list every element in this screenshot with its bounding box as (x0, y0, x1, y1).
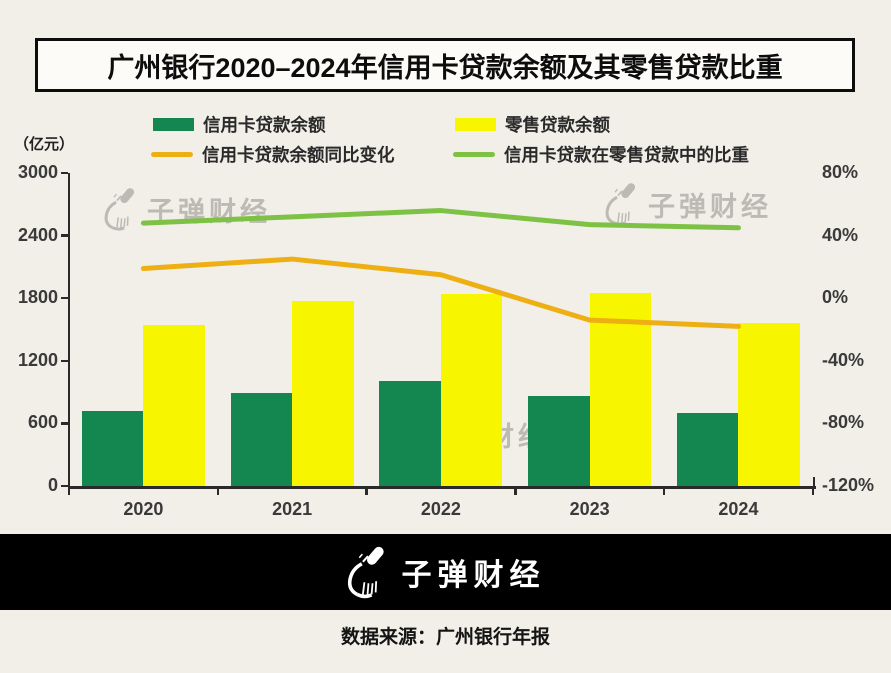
legend-line-orange (151, 151, 193, 157)
y-axis-tick-mark (61, 359, 68, 363)
legend-swatch-green (153, 117, 194, 131)
watermark-text: 子弹财经 (648, 191, 772, 222)
x-axis-tick-mark (365, 488, 368, 495)
x-axis-label: 2021 (272, 499, 313, 519)
y-axis-tick-mark (61, 296, 68, 300)
data-source-note: 数据来源：广州银行年报 (340, 627, 550, 648)
y-axis-line (67, 173, 70, 488)
x-axis-tick-mark (216, 488, 220, 495)
x-axis-tick-mark (811, 488, 815, 495)
bar-credit-card-2022 (379, 380, 441, 486)
x-axis-label: 2022 (420, 499, 461, 519)
y-axis-tick-mark (61, 171, 68, 175)
secondary-axis-tick-label: 40% (822, 224, 859, 245)
legend-item-credit-card-balance: 信用卡贷款余额 (153, 114, 326, 135)
x-axis-end-tick (812, 477, 815, 487)
y-axis-tick-label: 1800 (17, 287, 58, 308)
y-axis-tick-label: 1200 (17, 349, 58, 370)
y-axis-tick-label: 600 (27, 412, 58, 433)
watermark: 子弹财经 (604, 181, 772, 227)
y-axis-tick-label: 3000 (17, 162, 58, 182)
secondary-axis-tick-label: -120% (822, 475, 875, 495)
legend-item-ratio: 信用卡贷款在零售贷款中的比重 (453, 144, 749, 165)
chart-title-box: 广州银行2020–2024年信用卡贷款余额及其零售贷款比重 (35, 38, 855, 92)
x-axis-label: 2023 (569, 499, 610, 519)
secondary-axis-tick-label: -40% (822, 349, 865, 370)
y-axis-tick-mark (61, 422, 68, 425)
legend-item-retail-balance: 零售贷款余额 (455, 114, 610, 135)
legend-swatch-yellow (455, 117, 496, 131)
legend-line-green (453, 151, 495, 157)
legend-label: 信用卡贷款余额同比变化 (202, 144, 395, 165)
y-axis-tick-label: 0 (47, 475, 58, 495)
y-axis-tick-mark (61, 484, 68, 488)
bar-retail-2021 (292, 300, 354, 486)
bar-credit-card-2020 (81, 411, 144, 486)
line-信用卡贷款余额同比变化 (140, 256, 741, 329)
line-series-overlay (140, 208, 741, 329)
bar-retail-2023 (589, 292, 652, 486)
bar-credit-card-2021 (230, 393, 293, 486)
footer-brand-band: 子弹财经 (0, 534, 891, 610)
x-axis-tick-mark (662, 488, 666, 495)
chart-title: 广州银行2020–2024年信用卡贷款余额及其零售贷款比重 (107, 52, 783, 83)
x-axis-tick-mark (514, 488, 517, 495)
x-axis-tick-mark (67, 488, 71, 495)
bar-credit-card-2023 (528, 396, 590, 486)
y-axis-unit-label: （亿元） (14, 136, 75, 153)
bar-retail-2020 (143, 324, 205, 486)
footer-logo-text: 子弹财经 (401, 559, 546, 592)
bar-credit-card-2024 (676, 413, 739, 486)
legend-label: 信用卡贷款余额 (203, 114, 326, 135)
bullet-finance-logo-icon (346, 544, 392, 600)
bar-retail-2022 (440, 294, 503, 486)
line-信用卡贷款在零售贷款中的比重 (140, 208, 741, 231)
secondary-axis-tick-label: -80% (822, 412, 865, 433)
bar-retail-2024 (738, 322, 800, 486)
y-axis-tick-label: 2400 (17, 224, 58, 245)
x-axis-line (67, 486, 816, 489)
legend-label: 信用卡贷款在零售贷款中的比重 (504, 144, 749, 165)
legend-item-yoy-change: 信用卡贷款余额同比变化 (151, 144, 395, 165)
secondary-axis-tick-label: 0% (822, 287, 849, 308)
x-axis-label: 2020 (123, 499, 164, 519)
secondary-axis-tick-label: 80% (822, 162, 859, 182)
y-axis-tick-mark (61, 234, 68, 237)
legend-label: 零售贷款余额 (505, 114, 610, 135)
x-axis-label: 2024 (718, 499, 759, 519)
